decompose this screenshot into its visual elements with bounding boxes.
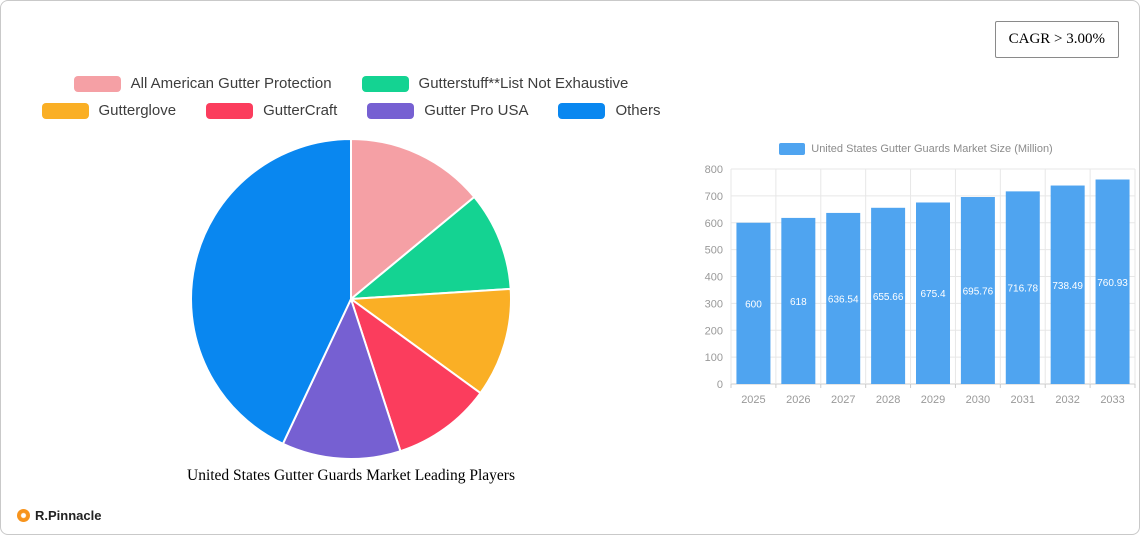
bar-2026[interactable] (781, 217, 816, 384)
y-tick-label: 200 (705, 325, 723, 337)
bar-value-label: 738.49 (1052, 281, 1083, 292)
legend-label: Gutterglove (98, 102, 177, 119)
legend-label: All American Gutter Protection (130, 75, 332, 92)
x-tick-label: 2027 (831, 394, 855, 406)
x-tick-label: 2026 (786, 394, 810, 406)
bar-legend[interactable]: United States Gutter Guards Market Size … (691, 143, 1139, 155)
legend-label: GutterCraft (263, 102, 338, 119)
legend-swatch (206, 102, 254, 119)
bar-value-label: 600 (745, 299, 762, 310)
brand-logo: R.Pinnacle (17, 508, 101, 523)
bar-2031[interactable] (1005, 191, 1040, 384)
pie-slice-4[interactable] (350, 298, 482, 453)
bar-legend-label: United States Gutter Guards Market Size … (811, 143, 1053, 155)
y-tick-label: 100 (705, 352, 723, 364)
bar-value-label: 716.78 (1007, 284, 1038, 295)
bar-2030[interactable] (960, 197, 995, 384)
y-tick-label: 600 (705, 218, 723, 230)
bar-2028[interactable] (871, 207, 906, 384)
legend-item-6[interactable]: Others (558, 102, 660, 119)
legend-item-2[interactable]: Gutterstuff**List Not Exhaustive (361, 75, 629, 92)
pie-chart (190, 138, 512, 460)
bar-value-label: 618 (790, 297, 807, 308)
pie-slice-1[interactable] (350, 138, 476, 300)
pie-legend-row: Gutterglove GutterCraft Gutter Pro USA Othe… (41, 102, 660, 119)
bar-2025[interactable] (736, 222, 771, 384)
legend-item-4[interactable]: GutterCraft (206, 102, 337, 119)
bar-2027[interactable] (826, 212, 861, 384)
y-tick-label: 500 (705, 245, 723, 257)
pie-slice-3[interactable] (350, 287, 512, 395)
pie-title: United States Gutter Guards Market Leadi… (187, 467, 515, 484)
legend-item-1[interactable]: All American Gutter Protection (73, 75, 332, 92)
legend-swatch (361, 75, 409, 92)
brand-icon (17, 509, 30, 522)
bar-value-label: 760.93 (1097, 278, 1128, 289)
bar-2032[interactable] (1050, 185, 1085, 384)
x-tick-label: 2032 (1055, 394, 1079, 406)
legend-item-5[interactable]: Gutter Pro USA (367, 102, 528, 119)
bar-chart: 0 100 200 300 400 500 600 700 800 600 2025 618 2026 6… (705, 164, 1136, 406)
y-tick-label: 0 (717, 379, 723, 391)
legend-swatch (367, 102, 415, 119)
legend-label: Gutterstuff**List Not Exhaustive (418, 75, 629, 92)
pie-slice-5[interactable] (281, 298, 402, 460)
x-tick-label: 2028 (876, 394, 900, 406)
bar-value-label: 655.66 (873, 292, 904, 303)
bar-legend-swatch (779, 143, 806, 155)
bar-2029[interactable] (916, 202, 950, 384)
pie-legend: All American Gutter Protection Gutterstuf… (1, 75, 701, 119)
bar-chart-area: United States Gutter Guards Market Size … (691, 143, 1139, 434)
y-tick-label: 300 (705, 298, 723, 310)
cagr-text: CAGR > 3.00% (1008, 31, 1105, 47)
legend-label: Gutter Pro USA (424, 102, 529, 119)
bar-value-label: 695.76 (963, 287, 994, 298)
bar-value-label: 675.4 (920, 289, 945, 300)
x-tick-label: 2029 (921, 394, 945, 406)
x-tick-label: 2025 (741, 394, 765, 406)
y-tick-label: 800 (705, 164, 723, 176)
bar-value-label: 636.54 (828, 294, 859, 305)
brand-text: R.Pinnacle (35, 508, 102, 523)
legend-swatch (558, 102, 606, 119)
pie-slice-2[interactable] (350, 196, 512, 300)
legend-swatch (73, 75, 121, 92)
legend-item-3[interactable]: Gutterglove (41, 102, 177, 119)
legend-swatch (41, 102, 89, 119)
pie-legend-row: All American Gutter Protection Gutterstuf… (73, 75, 629, 92)
pie-slice-6[interactable] (190, 138, 352, 445)
bar-2033[interactable] (1095, 179, 1130, 385)
x-tick-label: 2030 (966, 394, 990, 406)
y-tick-label: 700 (705, 191, 723, 203)
x-tick-label: 2033 (1100, 394, 1124, 406)
x-tick-label: 2031 (1011, 394, 1035, 406)
cagr-badge: CAGR > 3.00% (994, 21, 1119, 58)
y-tick-label: 400 (705, 272, 723, 284)
legend-label: Others (615, 102, 661, 119)
